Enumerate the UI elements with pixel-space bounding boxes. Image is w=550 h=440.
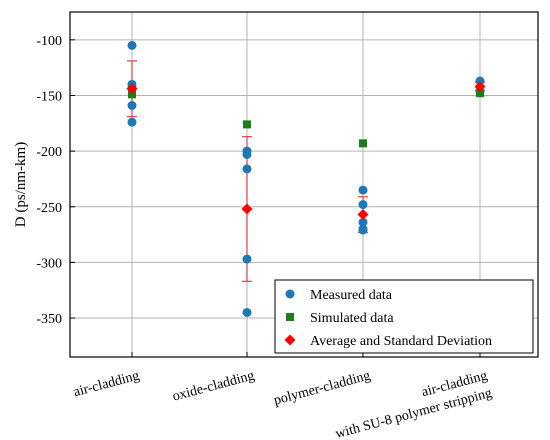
average-data-point (357, 209, 369, 221)
x-tick-label-group: oxide-cladding (171, 368, 256, 404)
y-axis-title: D (ps/nm-km) (13, 142, 29, 227)
simulated-data-point (128, 90, 136, 99)
y-tick-label: -300 (36, 256, 62, 271)
measured-data-point (127, 117, 137, 127)
x-tick-label: air-cladding (72, 368, 141, 400)
legend: Measured data Simulated data Average and S… (274, 279, 534, 354)
y-tick-label: -350 (36, 312, 62, 327)
measured-data-point (358, 185, 368, 195)
legend-marker-simulated (286, 313, 294, 321)
y-tick-label: -100 (36, 34, 62, 49)
simulated-data-point (359, 139, 367, 148)
measured-data-point (127, 100, 137, 110)
simulated-data-point (476, 89, 484, 98)
x-tick-label-group: polymer-cladding (272, 368, 372, 408)
measured-data-point (358, 225, 368, 235)
measured-data-point (127, 40, 137, 50)
measured-data-point (242, 164, 252, 174)
measured-data-point (242, 149, 252, 159)
legend-marker-measured (285, 289, 295, 299)
measured-data-point (358, 217, 368, 227)
y-tick-label: -150 (36, 89, 62, 104)
x-tick-label: with SU-8 polymer stripping (334, 386, 494, 440)
average-data-point (126, 83, 138, 95)
simulated-data-point (243, 120, 251, 129)
legend-label: Average and Standard Deviation (310, 334, 492, 349)
average-data-point (241, 203, 253, 215)
legend-label: Simulated data (310, 311, 394, 326)
measured-data-point (242, 254, 252, 264)
average-data-point (474, 81, 486, 93)
x-tick-label: oxide-cladding (171, 368, 256, 404)
measured-data-point (242, 307, 252, 317)
measured-data-point (475, 76, 485, 86)
y-tick-label: -250 (36, 201, 62, 216)
plot-frame (69, 11, 539, 358)
x-tick-label: polymer-cladding (272, 368, 372, 408)
legend-marker-average (284, 334, 296, 346)
legend-box (274, 279, 534, 354)
measured-data-point (358, 200, 368, 210)
legend-label: Measured data (310, 288, 393, 303)
y-tick-label: -200 (36, 145, 62, 160)
x-tick-label-group: air-cladding (72, 368, 141, 400)
